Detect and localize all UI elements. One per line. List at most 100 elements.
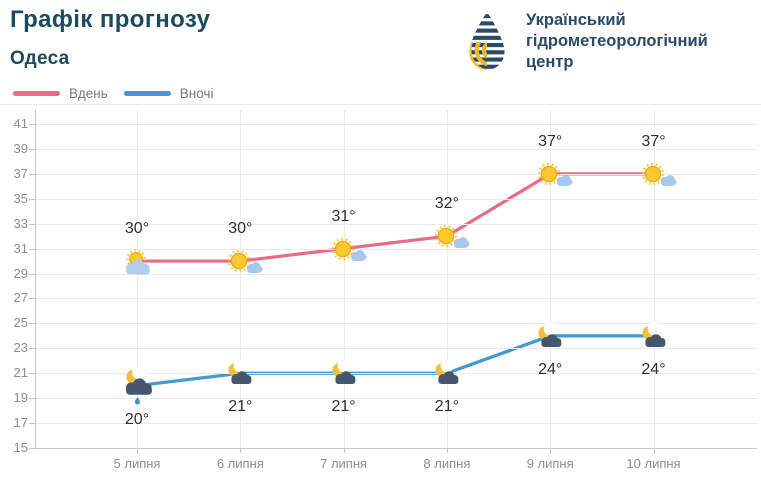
temp-label: 24° (538, 360, 563, 378)
legend-item-day[interactable]: Вдень (13, 86, 108, 101)
moon-cloud-icon (538, 322, 562, 347)
moon-cloud-icon (642, 322, 665, 347)
y-gridline (35, 173, 757, 175)
city-name: Одеса (10, 48, 70, 69)
x-tickmark (343, 448, 345, 453)
uhmc-drop-icon (469, 14, 505, 70)
temp-label: 21° (434, 398, 459, 416)
page-title: Графік прогнозу (10, 6, 211, 33)
y-gridline (35, 348, 757, 350)
x-tickmark (446, 448, 448, 453)
temp-label: 37° (641, 132, 666, 150)
y-gridline (35, 198, 757, 200)
y-tick-label: 35 (13, 190, 28, 206)
y-tickmark (29, 223, 35, 225)
y-tick-label: 29 (13, 265, 28, 281)
x-gridline (446, 110, 448, 448)
x-gridline (240, 110, 242, 448)
temp-label: 30° (228, 220, 253, 238)
legend-item-day-label: Вдень (69, 86, 108, 101)
moon-cloud-rain-icon (125, 365, 152, 405)
y-tickmark (29, 198, 35, 200)
x-tick-label: 5 липня (113, 456, 161, 471)
temp-label: 24° (641, 360, 666, 378)
x-gridline (653, 110, 655, 448)
temp-label: 30° (124, 220, 150, 238)
y-tickmark (29, 124, 35, 125)
x-tick-label: 7 липня (320, 456, 368, 471)
uhmc-org-line-3: центр (526, 53, 574, 71)
y-tick-label: 15 (13, 440, 28, 455)
sun-cloud-icon (537, 162, 574, 188)
y-tickmark (29, 448, 35, 449)
temp-label: 20° (124, 410, 150, 428)
y-tickmark (29, 423, 35, 425)
x-tickmark (550, 448, 552, 453)
y-tick-label: 39 (13, 140, 28, 156)
y-tick-label: 25 (13, 315, 28, 331)
night-series-swatch (123, 91, 171, 96)
y-tickmark (29, 148, 35, 150)
uhmc-logo: Український гідрометеорологічний центр (464, 10, 754, 76)
x-tick-label: 9 липня (526, 456, 574, 471)
y-tick-label: 33 (13, 215, 28, 231)
night-temperature-line (135, 334, 656, 388)
sun-cloud-icon (228, 249, 265, 275)
x-gridline (550, 110, 552, 448)
uhmc-org-line-2: гідрометеорологічний (526, 32, 708, 50)
uhmc-org-line-1: Український (526, 11, 626, 29)
y-gridline (35, 373, 757, 375)
x-tickmark (137, 448, 138, 453)
x-tick-label: 6 липня (216, 456, 264, 471)
y-gridline (35, 323, 757, 325)
x-tickmark (653, 448, 655, 453)
y-gridline (35, 148, 757, 150)
y-gridline (35, 248, 757, 250)
moon-cloud-icon (332, 359, 355, 385)
y-gridline (35, 124, 757, 125)
temp-label: 21° (331, 398, 356, 416)
y-tick-label: 31 (13, 240, 28, 256)
separator-line (0, 104, 761, 105)
legend-item-night-label: Вночі (179, 86, 214, 101)
y-gridline (35, 273, 757, 275)
chart-legend: Вдень Вночі (13, 86, 213, 101)
y-gridline (35, 223, 757, 225)
y-tick-label: 21 (13, 365, 28, 381)
legend-item-night[interactable]: Вночі (123, 86, 214, 101)
y-tickmark (29, 373, 35, 375)
x-tick-label: 10 липня (626, 456, 681, 471)
sun-cloud-icon (434, 224, 471, 250)
moon-cloud-icon (228, 359, 252, 385)
y-tick-label: 37 (13, 165, 28, 181)
y-tickmark (29, 348, 35, 350)
y-tickmark (29, 248, 35, 250)
x-gridline (137, 110, 138, 448)
y-tick-label: 23 (13, 340, 28, 356)
x-axis-line (35, 448, 757, 449)
y-gridline (35, 423, 757, 425)
uhmc-org-name: Український гідрометеорологічний центр (526, 10, 708, 73)
temp-label: 32° (434, 195, 459, 213)
moon-cloud-icon (435, 359, 459, 385)
y-tickmark (29, 273, 35, 275)
y-gridline (35, 298, 757, 300)
y-tick-label: 27 (13, 290, 28, 306)
temp-label: 31° (331, 207, 356, 225)
x-gridline (343, 110, 345, 448)
x-tickmark (240, 448, 242, 453)
temp-label: 37° (538, 132, 563, 150)
y-axis-line (35, 110, 36, 448)
y-tickmark (29, 398, 35, 400)
y-tickmark (29, 173, 35, 175)
y-tickmark (29, 298, 35, 300)
sun-cloud-icon (641, 162, 678, 188)
sun-cloud-icon (331, 237, 368, 262)
y-gridline (35, 398, 757, 400)
x-tick-label: 8 липня (423, 456, 471, 471)
sun-behind-cloud-icon (124, 249, 152, 276)
y-tick-label: 19 (13, 390, 28, 406)
y-tickmark (29, 323, 35, 325)
